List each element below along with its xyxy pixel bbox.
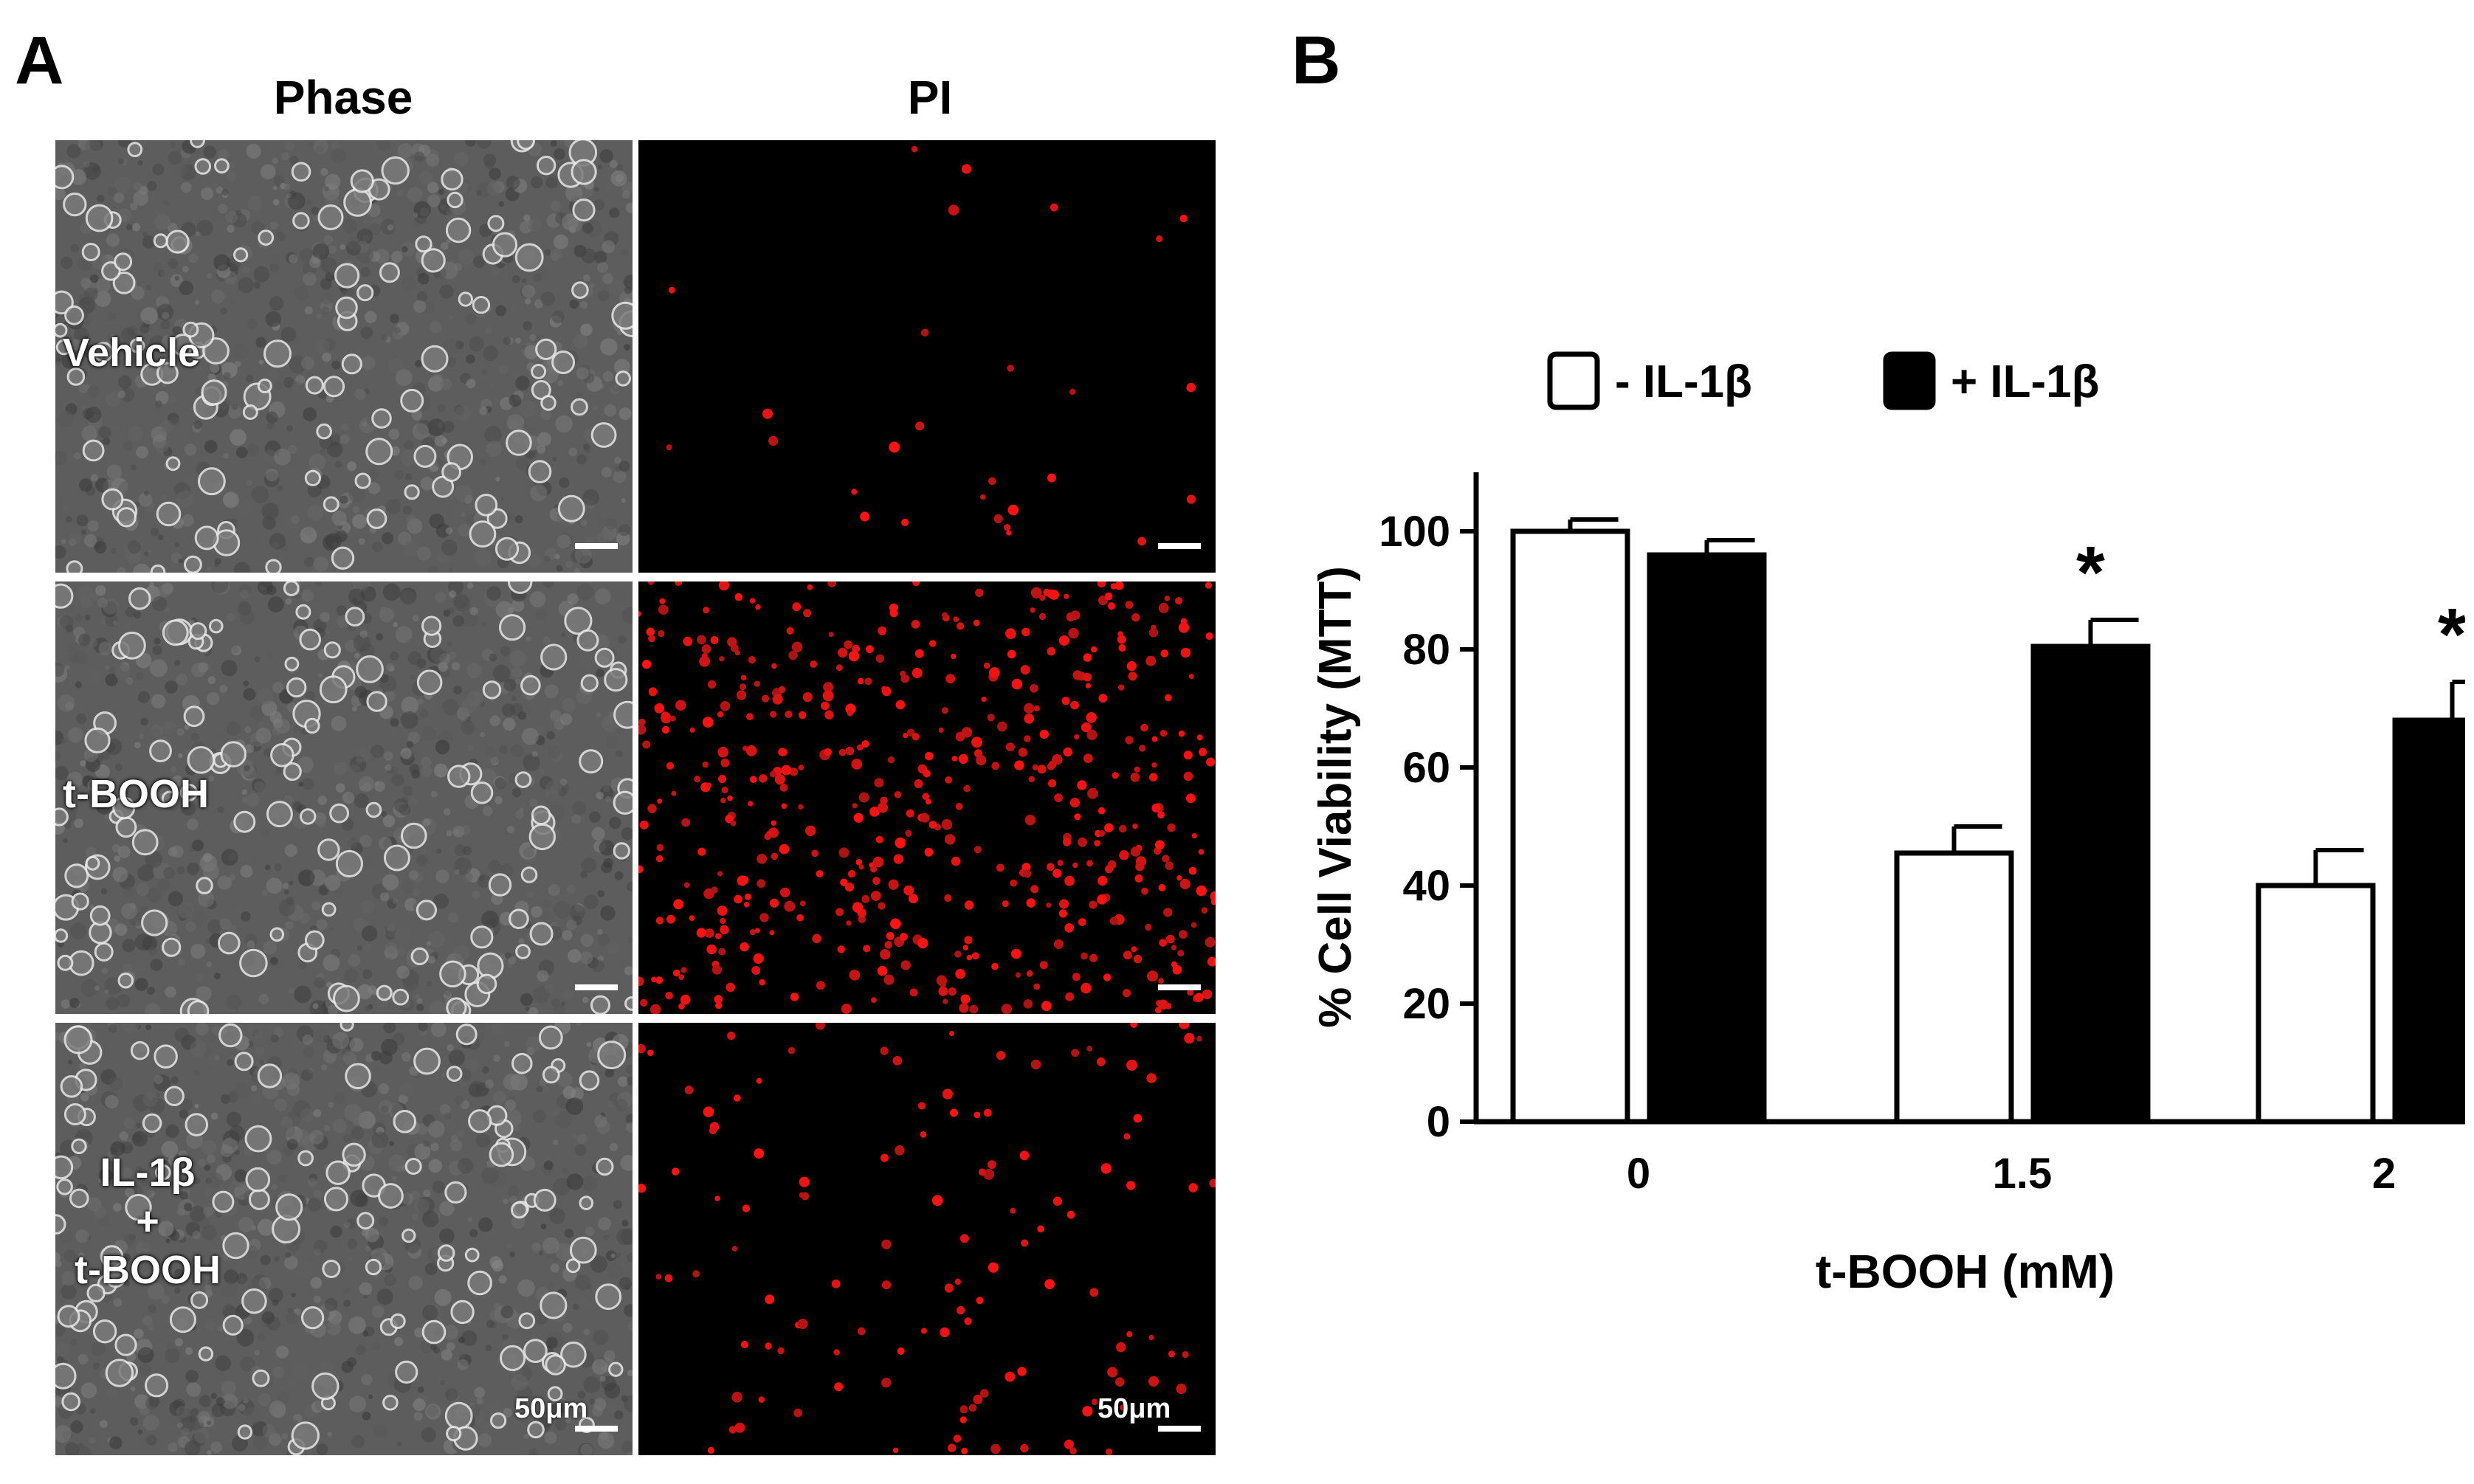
row-label-1: Vehicle [63, 328, 284, 377]
phase-image-row-3 [55, 1023, 633, 1455]
x-tick-label: 2 [2372, 1150, 2396, 1198]
bar-minus-il1b-1.5 [1894, 850, 2014, 1125]
scale-bar [575, 1426, 618, 1432]
bar-plus-il1b-1.5 [2030, 643, 2151, 1125]
legend-label-plus-il1b: + IL-1β [1951, 356, 2100, 407]
phase-image-row-1 [55, 140, 633, 573]
scale-bar [575, 543, 618, 549]
panel-a-letter: A [15, 23, 64, 98]
bar-plus-il1b-0 [1647, 552, 1767, 1125]
pi-image-row-1 [638, 140, 1216, 573]
pi-image-row-2 [638, 581, 1216, 1014]
y-tick-label: 20 [1402, 980, 1450, 1028]
phase-image-row-2 [55, 581, 633, 1014]
panel-b-letter: B [1292, 23, 1341, 98]
x-tick-label: 0 [1627, 1150, 1650, 1198]
pi-image-row-3 [638, 1023, 1216, 1455]
scale-bar [1158, 984, 1201, 990]
row-label-line: t-BOOH [75, 1248, 221, 1292]
scale-bar [1158, 543, 1201, 549]
y-tick-label: 80 [1402, 626, 1450, 674]
column-header-pi: PI [907, 71, 953, 124]
scale-bar [1158, 1426, 1201, 1432]
scale-bar-label: 50μm [514, 1393, 588, 1424]
y-axis-label: % Cell Viability (MTT) [1310, 566, 1361, 1028]
scale-bar [575, 984, 618, 990]
significance-mark: * [2438, 593, 2465, 676]
bar-minus-il1b-0 [1510, 528, 1630, 1125]
viability-bar-chart: 0 20 40 60 80 100 0 1.5 2 * * t-BOOH (mM) % Cell Via… [1310, 351, 2465, 1298]
column-header-phase: Phase [273, 71, 413, 124]
bar-minus-il1b-2 [2256, 883, 2376, 1125]
scale-bar-label: 50μm [1098, 1393, 1171, 1424]
row-label-line: Vehicle [63, 331, 201, 375]
significance-mark: * [2076, 531, 2105, 614]
row-label-2: t-BOOH [63, 770, 284, 818]
row-label-line: + [136, 1199, 159, 1243]
y-tick-label: 60 [1402, 744, 1450, 792]
row-label-3: IL-1β + t-BOOH [63, 1148, 232, 1294]
legend-swatch-minus-il1b [1547, 351, 1600, 410]
x-tick-label: 1.5 [1993, 1150, 2053, 1198]
bar-plus-il1b-2 [2392, 717, 2465, 1125]
y-tick-label: 40 [1402, 862, 1450, 910]
legend-swatch-plus-il1b [1883, 351, 1936, 410]
x-axis-label: t-BOOH (mM) [1816, 1245, 2115, 1298]
y-tick-label: 100 [1379, 508, 1450, 556]
y-tick-label: 0 [1427, 1098, 1450, 1146]
row-label-line: IL-1β [100, 1150, 196, 1195]
legend-label-minus-il1b: - IL-1β [1615, 356, 1752, 407]
row-label-line: t-BOOH [63, 772, 209, 816]
